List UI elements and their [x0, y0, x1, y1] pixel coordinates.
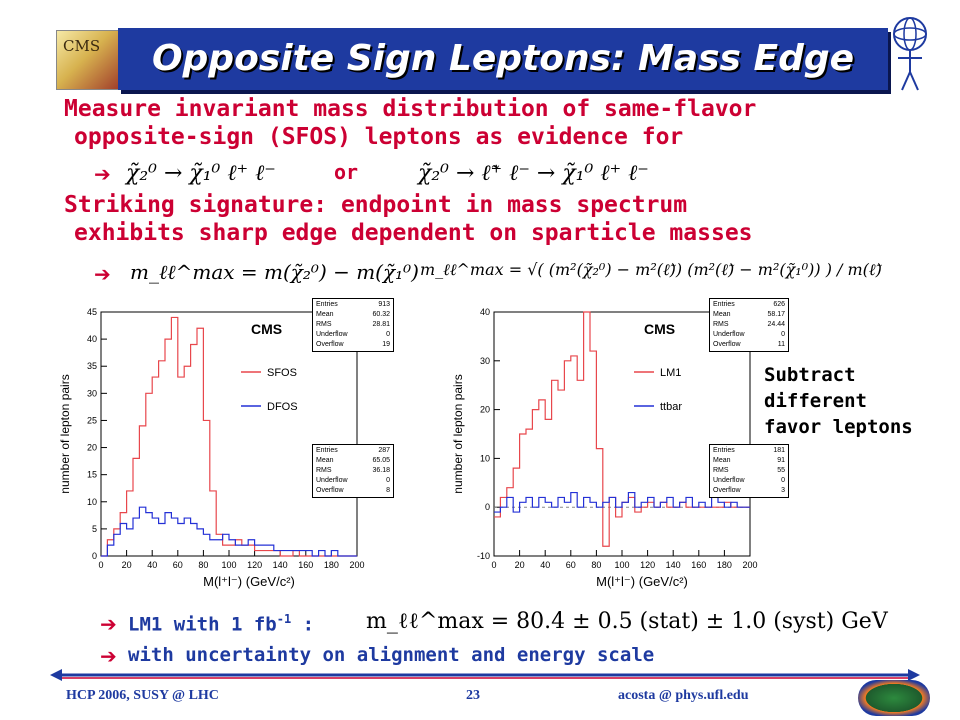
y-tick-label: 15: [87, 470, 97, 480]
y-tick-label: 20: [87, 443, 97, 453]
chart-title: CMS: [644, 321, 675, 337]
bullet-signature-cont: exhibits sharp edge dependent on spartic…: [74, 220, 753, 246]
legend-label: ttbar: [660, 401, 682, 413]
edge-measurement: m_ℓℓ^max = 80.4 ± 0.5 (stat) ± 1.0 (syst…: [366, 609, 888, 634]
footer-email: acosta @ phys.ufl.edu: [618, 688, 749, 703]
arrow-bullet-icon: ➔: [94, 162, 111, 186]
edge-formula-slepton: m_ℓℓ^max = √( (m²(χ̃₂⁰) − m²(ℓ̃)) (m²(ℓ̃…: [420, 260, 882, 279]
y-tick-label: 40: [480, 307, 490, 317]
chart-title: CMS: [251, 321, 282, 337]
x-tick-label: 140: [666, 560, 681, 570]
y-tick-label: 0: [485, 502, 490, 512]
stats-box-sfos: Entries 913 Mean 60.32 RMS 28.81 Underflow 0…: [312, 298, 394, 352]
y-tick-label: 40: [87, 334, 97, 344]
title-banner: [118, 28, 888, 90]
x-tick-label: 160: [298, 560, 313, 570]
x-axis-label: M(l⁺l⁻) (GeV/c²): [596, 574, 688, 589]
double-arrow-rule-icon: [50, 669, 920, 681]
arrow-bullet-icon: ➔: [100, 612, 117, 636]
x-tick-label: 140: [273, 560, 288, 570]
y-tick-label: 10: [480, 453, 490, 463]
y-axis-label: number of lepton pairs: [451, 374, 465, 493]
x-tick-label: 20: [515, 560, 525, 570]
cms-logo-icon: CMS: [56, 30, 122, 90]
bullet-measure-cont: opposite-sign (SFOS) leptons as evidence…: [74, 124, 684, 150]
y-tick-label: 20: [480, 405, 490, 415]
slide-title: Opposite Sign Leptons: Mass Edge: [151, 38, 855, 79]
footer-left: HCP 2006, SUSY @ LHC: [66, 688, 219, 703]
x-tick-label: 60: [173, 560, 183, 570]
x-tick-label: 120: [640, 560, 655, 570]
x-tick-label: 120: [247, 560, 262, 570]
x-tick-label: 100: [221, 560, 236, 570]
series-line-ttbar: [494, 491, 750, 513]
legend-label: LM1: [660, 367, 681, 379]
note-line: favor leptons: [764, 416, 913, 438]
uncertainty-note: with uncertainty on alignment and energy…: [128, 644, 655, 666]
series-line-LM1: [494, 311, 750, 547]
lm1-result-label: LM1 with 1 fb-1 :: [128, 612, 315, 636]
y-tick-label: 10: [87, 497, 97, 507]
y-tick-label: 5: [92, 524, 97, 534]
x-tick-label: 0: [491, 560, 496, 570]
y-axis-label: number of lepton pairs: [58, 374, 72, 493]
y-tick-label: 30: [480, 356, 490, 366]
atom-stick-figure-icon: [893, 17, 927, 91]
x-tick-label: 200: [349, 560, 364, 570]
x-tick-label: 80: [198, 560, 208, 570]
y-tick-label: -10: [477, 551, 490, 561]
plot-frame: [100, 311, 358, 557]
stats-box-dfos: Entries 287 Mean 65.05 RMS 36.18 Underflow 0…: [312, 444, 394, 498]
x-tick-label: 40: [147, 560, 157, 570]
y-tick-label: 0: [92, 551, 97, 561]
bullet-signature: Striking signature: endpoint in mass spe…: [64, 192, 688, 218]
decay-chain-slepton: χ̃₂⁰ → ℓ̃⁺ ℓ⁻ → χ̃₁⁰ ℓ⁺ ℓ⁻: [418, 161, 649, 186]
subtract-note: Subtract different favor leptons: [764, 362, 940, 440]
legend-label: SFOS: [267, 367, 297, 379]
edge-formula-direct: m_ℓℓ^max = m(χ̃₂⁰) − m(χ̃₁⁰): [130, 260, 419, 284]
decay-chain-direct: χ̃₂⁰ → χ̃₁⁰ ℓ⁺ ℓ⁻: [126, 161, 276, 186]
stats-box-lm1: Entries 626 Mean 58.17 RMS 24.44 Underflow 0…: [709, 298, 789, 352]
x-tick-label: 40: [540, 560, 550, 570]
bullet-measure: Measure invariant mass distribution of s…: [64, 96, 757, 122]
note-line: Subtract: [764, 364, 856, 386]
florida-gators-logo-icon: [858, 680, 930, 716]
x-tick-label: 200: [742, 560, 757, 570]
y-tick-label: 35: [87, 361, 97, 371]
or-label: or: [334, 160, 359, 184]
x-tick-label: 100: [614, 560, 629, 570]
arrow-bullet-icon: ➔: [94, 262, 111, 286]
x-tick-label: 180: [717, 560, 732, 570]
y-tick-label: 30: [87, 388, 97, 398]
y-tick-label: 25: [87, 415, 97, 425]
arrow-bullet-icon: ➔: [100, 644, 117, 668]
stats-box-ttbar: Entries 181 Mean 91 RMS 55 Underflow 0 Overf…: [709, 444, 789, 498]
y-tick-label: 45: [87, 307, 97, 317]
histogram-sfos-dfos: 0 5 10 15 20 25 30 35 40 45 0 20 40 60 80 100 120 140 160 1…: [55, 298, 400, 590]
legend-label: DFOS: [267, 401, 298, 413]
x-tick-label: 0: [98, 560, 103, 570]
x-tick-label: 80: [591, 560, 601, 570]
x-axis-label: M(l⁺l⁻) (GeV/c²): [203, 574, 295, 589]
x-tick-label: 180: [324, 560, 339, 570]
x-tick-label: 60: [566, 560, 576, 570]
page-number: 23: [466, 688, 480, 703]
x-tick-label: 20: [122, 560, 132, 570]
x-tick-label: 160: [691, 560, 706, 570]
note-line: different: [764, 390, 867, 412]
series-line-DFOS: [101, 506, 357, 557]
